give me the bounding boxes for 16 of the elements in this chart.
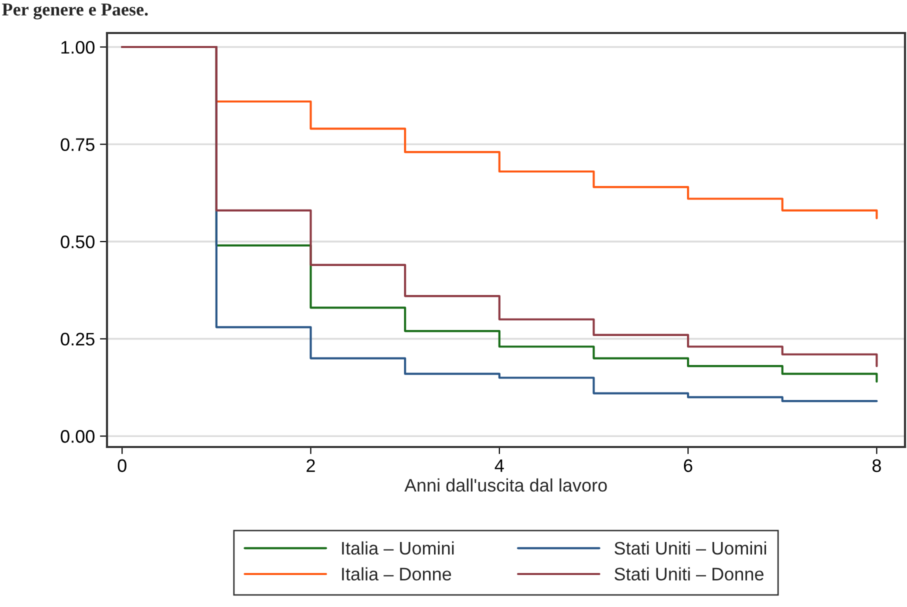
legend-label: Italia – Uomini xyxy=(342,541,454,555)
x-axis-title: Anni dall'uscita dal lavoro xyxy=(404,478,607,492)
y-tick-label: 0.75 xyxy=(60,138,94,151)
y-tick-label: 1.00 xyxy=(61,40,94,54)
y-tick-label: 0.50 xyxy=(60,235,94,248)
x-tick-label: 8 xyxy=(872,459,881,472)
x-tick-label: 4 xyxy=(494,459,504,472)
legend-label: Italia – Donne xyxy=(342,567,452,580)
x-tick-label: 0 xyxy=(118,459,126,472)
chart-title: Per genere e Paese. xyxy=(2,4,148,20)
legend-label: Stati Uniti – Uomini xyxy=(614,541,766,555)
legend-label: Stati Uniti – Donne xyxy=(614,567,764,580)
y-tick-label: 0.00 xyxy=(60,430,94,443)
x-tick-label: 6 xyxy=(684,459,692,472)
y-tick-label: 0.25 xyxy=(60,332,94,346)
x-tick-label: 2 xyxy=(306,459,315,472)
